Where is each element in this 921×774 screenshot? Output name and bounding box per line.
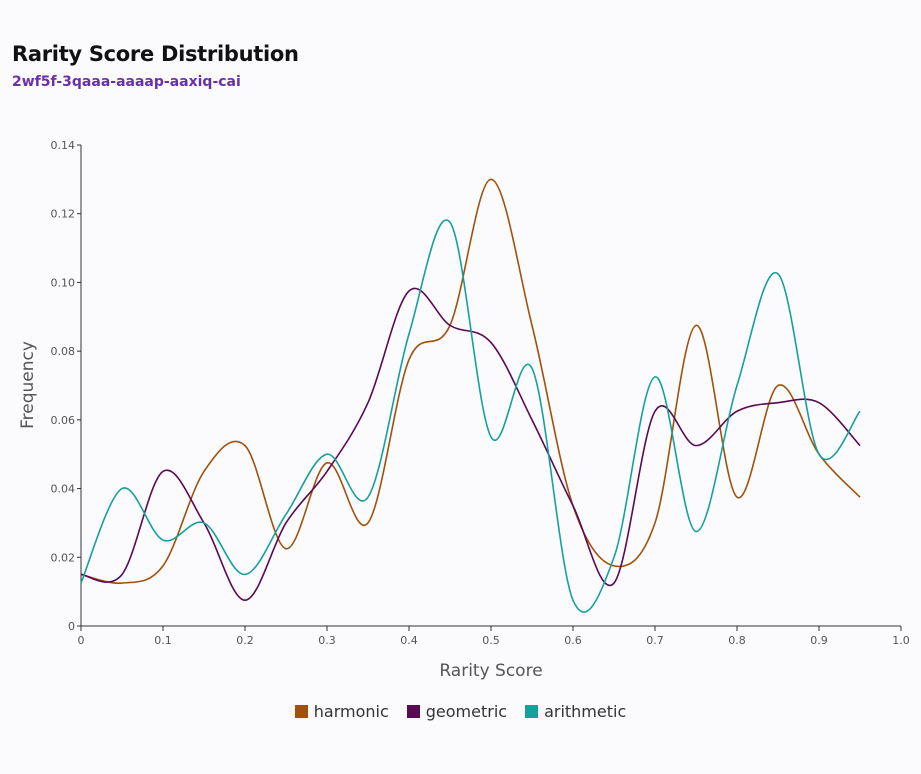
series-line-arithmetic[interactable] [80,219,861,613]
x-tick-label: 0.1 [154,634,172,647]
series-line-harmonic[interactable] [80,178,861,584]
chart-legend: harmonic geometric arithmetic [0,702,921,721]
x-tick-label: 0.6 [564,634,582,647]
y-tick-label: 0.02 [51,551,76,564]
x-tick-label: 0.2 [236,634,254,647]
x-tick-label: 0.9 [810,634,828,647]
legend-label-harmonic: harmonic [313,702,389,721]
x-tick-label: 0.8 [728,634,746,647]
y-tick-label: 0.08 [51,345,76,358]
y-tick-label: 0.06 [51,414,76,427]
legend-item-harmonic[interactable]: harmonic [294,702,389,721]
y-tick-label: 0.12 [51,208,76,221]
y-tick-label: 0.04 [51,483,76,496]
y-axis-label: Frequency [18,341,38,429]
x-tick-label: 0.7 [646,634,664,647]
canister-id-subtitle: 2wf5f-3qaaa-aaaap-aaxiq-cai [12,74,241,90]
series-line-geometric[interactable] [80,287,861,602]
legend-swatch-arithmetic [525,705,539,718]
y-tick-label: 0.14 [51,139,76,152]
x-tick-label: 0.3 [318,634,336,647]
chart-axes: 0 0.02 0.04 0.06 0.08 0.10 0.12 0.14 0 0.1 0.2 0.3 0… [51,139,910,647]
y-tick-label: 0.10 [51,276,76,289]
x-axis-label: Rarity Score [439,661,542,681]
legend-item-geometric[interactable]: geometric [406,702,508,721]
legend-label-geometric: geometric [425,702,508,721]
y-tick-label: 0 [68,620,75,633]
x-tick-label: 0.5 [482,634,500,647]
x-tick-label: 1.0 [892,634,910,647]
x-tick-label: 0 [78,634,85,647]
x-tick-label: 0.4 [400,634,418,647]
legend-item-arithmetic[interactable]: arithmetic [525,702,626,721]
legend-label-arithmetic: arithmetic [544,702,627,721]
legend-swatch-harmonic [294,705,308,718]
chart-series-lines [80,178,861,613]
legend-swatch-geometric [406,705,420,718]
chart-title: Rarity Score Distribution [12,42,299,66]
